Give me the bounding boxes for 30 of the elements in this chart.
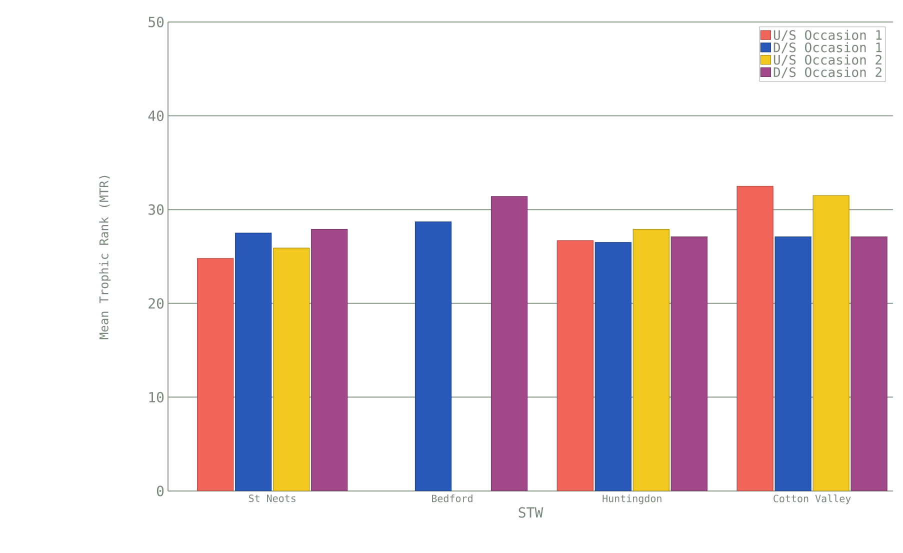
x-tick-label: Bedford — [432, 494, 472, 502]
y-tick-label: 0 — [156, 486, 164, 496]
bar — [632, 228, 670, 491]
legend-label: D/S Occasion 1 — [774, 42, 882, 54]
legend-label: U/S Occasion 2 — [774, 54, 882, 66]
x-tick-label: Huntingdon — [602, 494, 662, 504]
bar — [235, 232, 272, 491]
bar — [556, 240, 594, 491]
bar — [490, 196, 528, 491]
bar — [311, 228, 348, 491]
bar — [670, 236, 708, 491]
x-axis-title: STW — [518, 507, 544, 518]
bar — [812, 195, 850, 491]
legend-label: D/S Occasion 2 — [774, 67, 882, 78]
bar — [850, 236, 888, 491]
legend-label: U/S Occasion 1 — [774, 30, 882, 41]
bar — [594, 242, 632, 491]
y-axis-title: Mean Trophic Rank (MTR) — [99, 176, 111, 340]
bar — [197, 258, 234, 491]
y-tick-label: 40 — [148, 110, 164, 122]
bar — [414, 221, 452, 491]
bar — [273, 248, 310, 491]
x-tick-label: Cotton Valley — [774, 494, 851, 504]
y-tick-label: 10 — [149, 392, 164, 402]
y-tick-label: 50 — [148, 16, 164, 28]
bar — [736, 186, 774, 491]
y-tick-label: 30 — [148, 204, 164, 215]
x-tick-label: St Neots — [248, 494, 296, 502]
y-tick-label: 20 — [148, 298, 164, 309]
bar — [774, 236, 812, 491]
